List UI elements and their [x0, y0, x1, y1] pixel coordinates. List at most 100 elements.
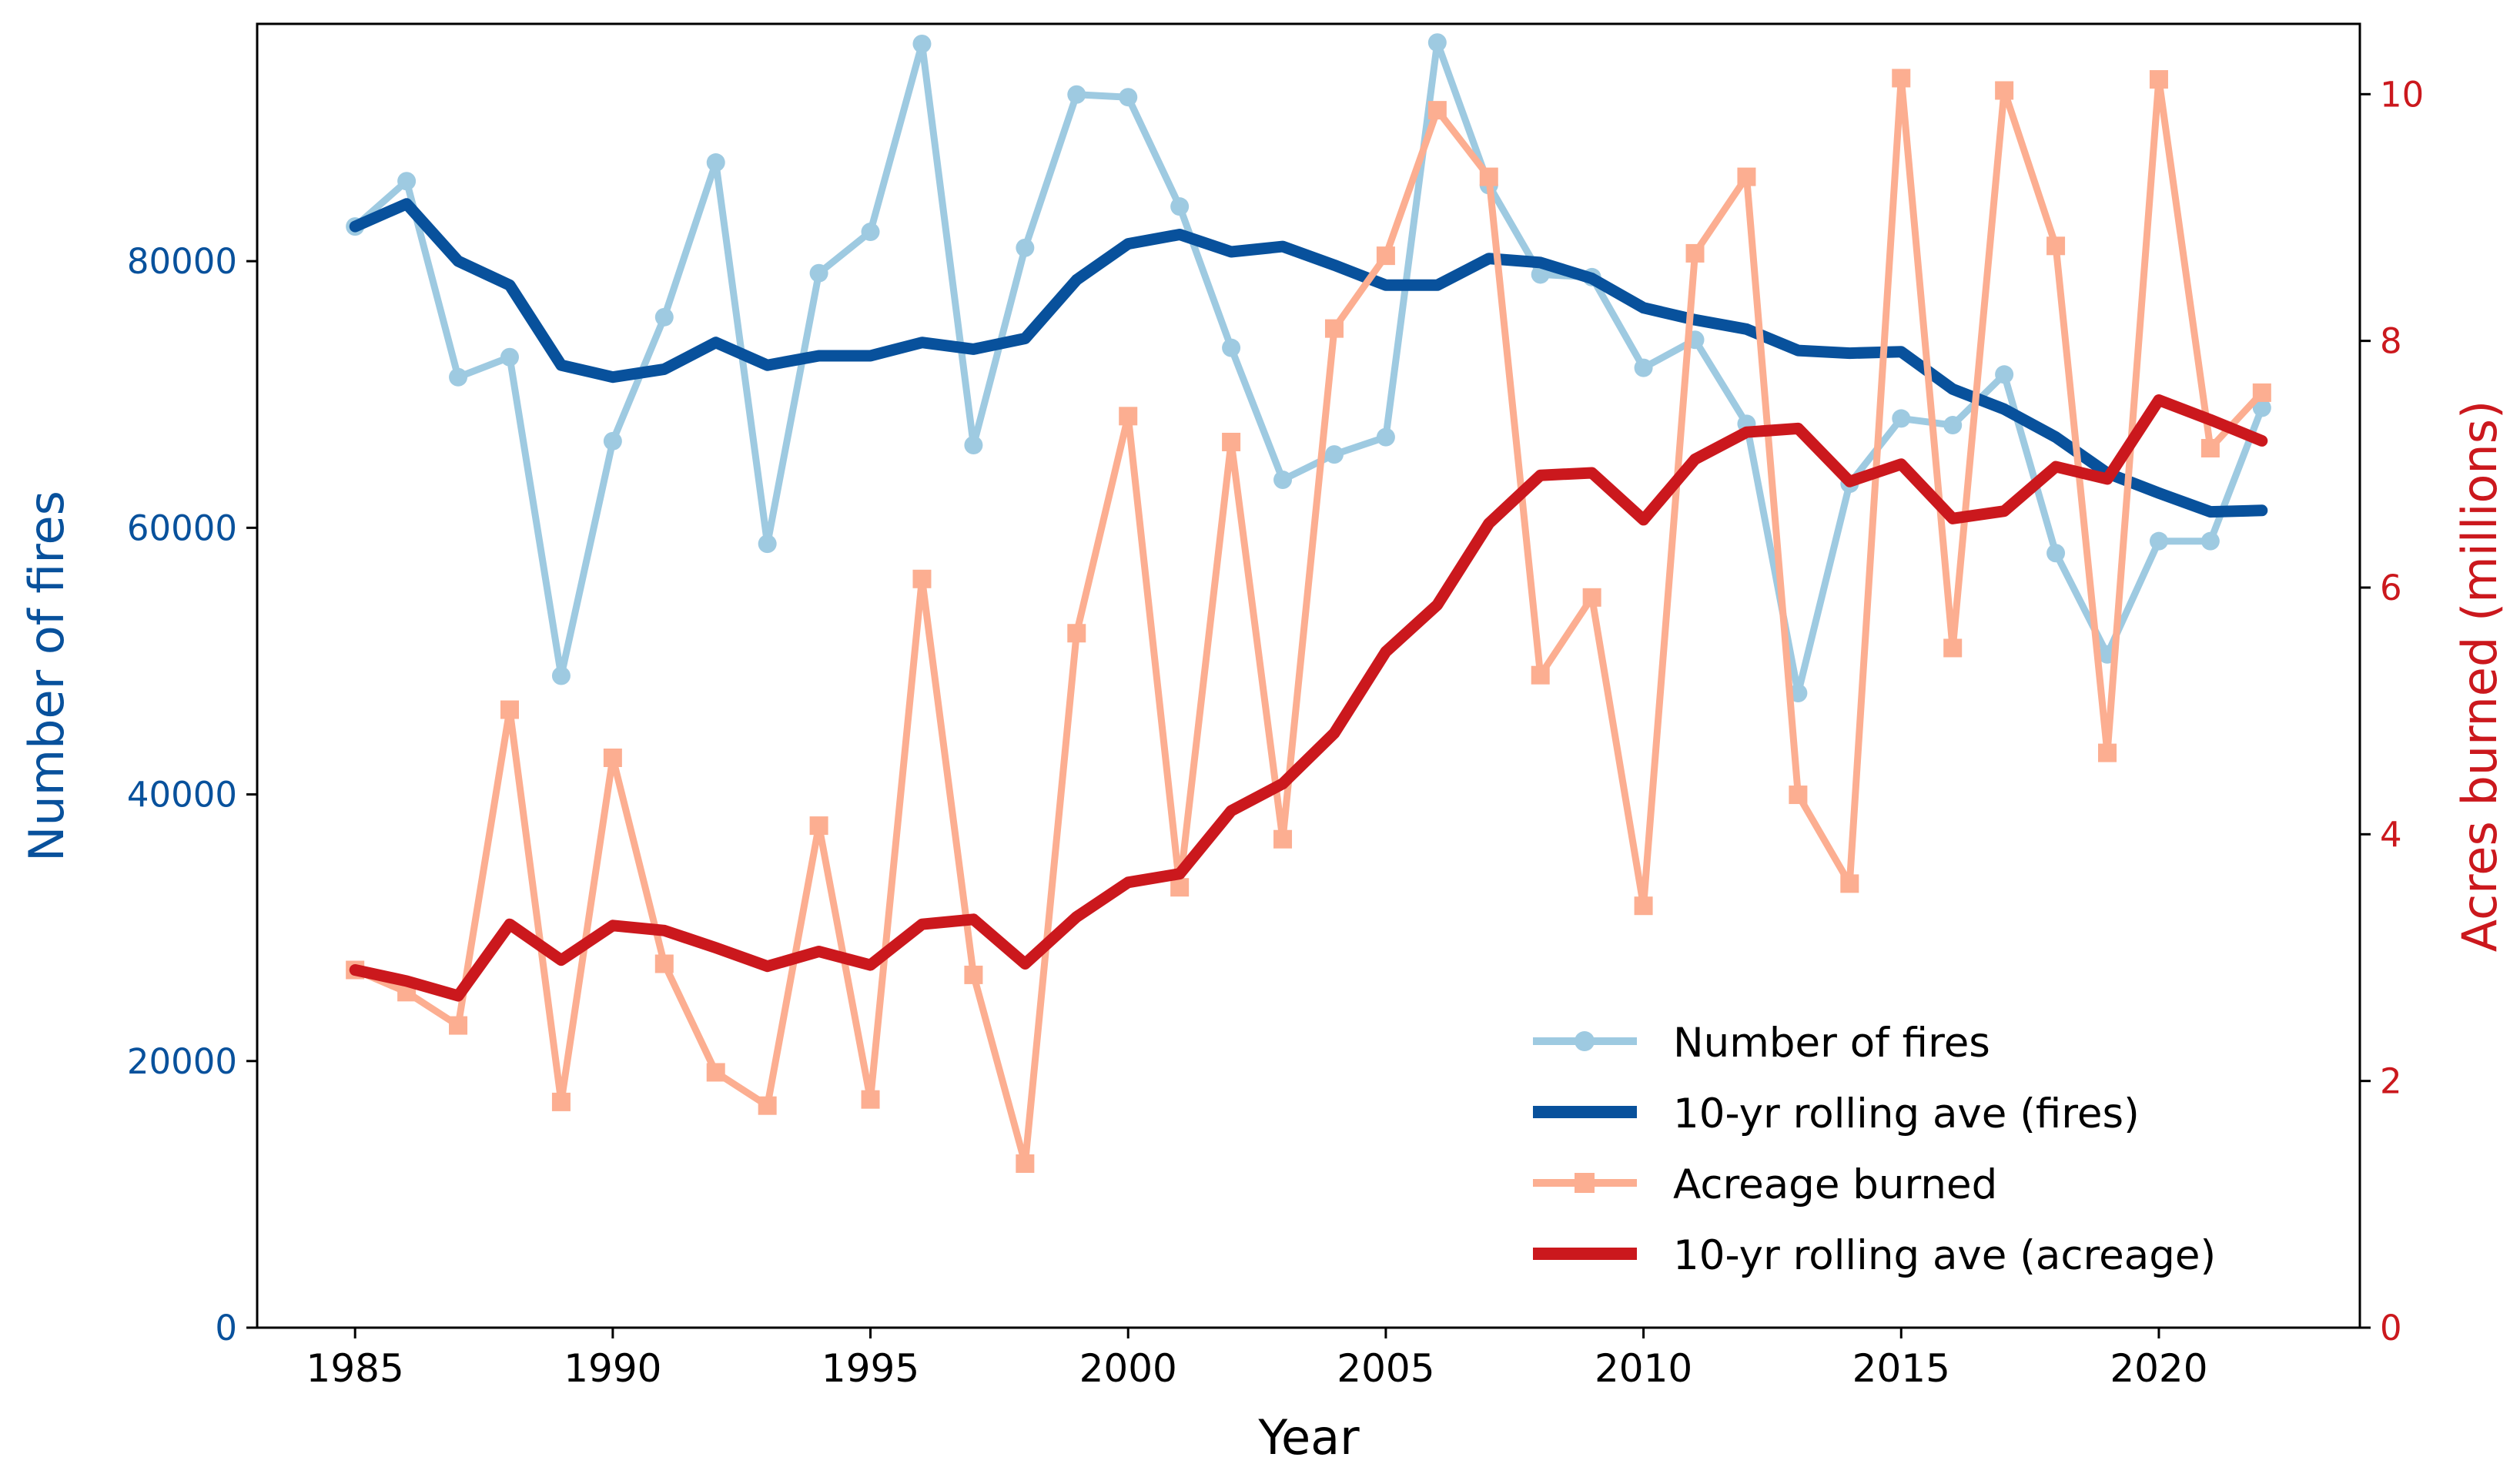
x-tick-label: 1990 [564, 1346, 661, 1391]
data-point-number-of-fires [397, 172, 417, 191]
data-point-acreage-burned [1479, 167, 1498, 186]
data-point-acreage-burned [1119, 407, 1138, 426]
series-line-10-yr-rolling-ave-fires [349, 198, 2268, 518]
data-point-number-of-fires [551, 666, 571, 685]
x-tick-label: 2005 [1337, 1346, 1434, 1391]
data-point-number-of-fires [964, 436, 983, 455]
data-point-number-of-fires [706, 153, 725, 173]
legend-item-acreage-burned: Acreage burned [1533, 1161, 1997, 1208]
y-right-tick-label: 2 [2380, 1061, 2402, 1102]
y-left-tick-label: 60000 [127, 508, 237, 548]
data-point-number-of-fires [1016, 238, 1035, 257]
data-point-number-of-fires [2200, 531, 2220, 551]
y-axis-right-title: Acres burned (millions) [2451, 400, 2508, 952]
data-point-number-of-fires [1634, 358, 1653, 377]
series-layer [346, 33, 2271, 1173]
data-point-acreage-burned [912, 569, 932, 588]
legend-item-rolling-acreage: 10-yr rolling ave (acreage) [1533, 1232, 2216, 1279]
plot-frame [256, 22, 2361, 1329]
data-point-number-of-fires [449, 367, 468, 387]
legend-item-rolling-fires: 10-yr rolling ave (fires) [1533, 1090, 2140, 1137]
data-point-acreage-burned [551, 1092, 571, 1111]
legend-label-rolling-acreage: 10-yr rolling ave (acreage) [1673, 1232, 2216, 1279]
y-axis-left: 0 20000 40000 60000 80000 [127, 241, 257, 1348]
data-point-number-of-fires [1943, 416, 1963, 435]
x-tick-label: 2015 [1852, 1346, 1950, 1391]
data-point-acreage-burned [654, 954, 674, 973]
data-point-number-of-fires [1067, 85, 1086, 104]
x-tick-label: 2000 [1079, 1346, 1177, 1391]
data-point-acreage-burned [1273, 829, 1293, 849]
data-point-acreage-burned [449, 1016, 468, 1035]
y-right-tick-label: 6 [2380, 568, 2402, 608]
data-point-acreage-burned [1324, 319, 1344, 338]
data-point-acreage-burned [964, 965, 983, 984]
y-left-tick-label: 0 [215, 1308, 237, 1348]
data-point-acreage-burned [500, 700, 519, 719]
data-point-number-of-fires [1892, 409, 1911, 428]
data-point-acreage-burned [1016, 1154, 1035, 1173]
data-point-acreage-burned [809, 816, 828, 836]
data-point-number-of-fires [758, 534, 777, 554]
data-point-acreage-burned [706, 1063, 725, 1082]
y-right-tick-label: 8 [2380, 321, 2402, 362]
x-axis: 1985 1990 1995 2000 2005 2010 2015 2020 [306, 1328, 2208, 1391]
data-point-acreage-burned [603, 749, 622, 768]
x-tick-label: 1995 [822, 1346, 919, 1391]
legend-label-number-of-fires: Number of fires [1673, 1020, 1990, 1067]
data-point-acreage-burned [1067, 624, 1086, 643]
data-point-number-of-fires [1273, 471, 1293, 490]
data-point-number-of-fires [2046, 544, 2066, 563]
legend: Number of fires 10-yr rolling ave (fires… [1533, 1020, 2216, 1279]
data-point-acreage-burned [2046, 236, 2066, 256]
legend-label-acreage-burned: Acreage burned [1673, 1161, 1997, 1208]
data-point-number-of-fires [1222, 338, 1241, 357]
y-axis-right: 0 2 4 6 8 10 [2360, 74, 2424, 1348]
data-point-number-of-fires [2252, 398, 2271, 417]
x-tick-label: 2020 [2110, 1346, 2207, 1391]
data-point-number-of-fires [912, 34, 932, 53]
data-point-acreage-burned [1685, 243, 1705, 263]
data-point-number-of-fires [1324, 445, 1344, 464]
data-point-number-of-fires [500, 347, 519, 367]
data-point-number-of-fires [1376, 427, 1395, 447]
data-point-number-of-fires [603, 431, 622, 451]
series-10-yr-rolling-ave-acreage [349, 394, 2268, 1002]
series-number-of-fires [346, 33, 2271, 703]
data-point-acreage-burned [1222, 432, 1241, 451]
data-point-number-of-fires [1995, 365, 2014, 384]
legend-label-rolling-fires: 10-yr rolling ave (fires) [1673, 1090, 2140, 1137]
data-point-acreage-burned [1892, 69, 1911, 88]
data-point-acreage-burned [1376, 246, 1395, 266]
y-left-tick-label: 20000 [127, 1041, 237, 1082]
y-right-tick-label: 0 [2380, 1308, 2402, 1348]
data-point-number-of-fires [654, 307, 674, 327]
legend-marker-acreage-burned [1575, 1173, 1595, 1193]
data-point-acreage-burned [1170, 878, 1190, 897]
data-point-number-of-fires [1119, 88, 1138, 107]
series-10-yr-rolling-ave-fires [349, 198, 2268, 518]
data-point-acreage-burned [861, 1090, 880, 1109]
data-point-number-of-fires [861, 223, 880, 242]
x-tick-label: 2010 [1595, 1346, 1692, 1391]
data-point-number-of-fires [1170, 197, 1190, 216]
x-tick-label: 1985 [306, 1346, 404, 1391]
data-point-acreage-burned [1737, 167, 1756, 186]
series-line-acreage-burned [351, 75, 2266, 1167]
legend-item-number-of-fires: Number of fires [1533, 1020, 1990, 1067]
data-point-acreage-burned [1995, 81, 2014, 100]
y-left-tick-label: 40000 [127, 775, 237, 816]
data-point-acreage-burned [2098, 743, 2117, 762]
x-axis-title: Year [1257, 1409, 1360, 1466]
y-left-tick-label: 80000 [127, 241, 237, 282]
data-point-acreage-burned [2149, 70, 2168, 89]
y-right-tick-label: 4 [2380, 814, 2402, 855]
data-point-acreage-burned [1789, 786, 1808, 805]
data-point-number-of-fires [1427, 33, 1447, 52]
data-point-acreage-burned [1634, 896, 1653, 916]
data-point-acreage-burned [2200, 438, 2220, 457]
data-point-number-of-fires [809, 263, 828, 283]
y-right-tick-label: 10 [2380, 74, 2424, 115]
legend-marker-number-of-fires [1575, 1031, 1595, 1051]
